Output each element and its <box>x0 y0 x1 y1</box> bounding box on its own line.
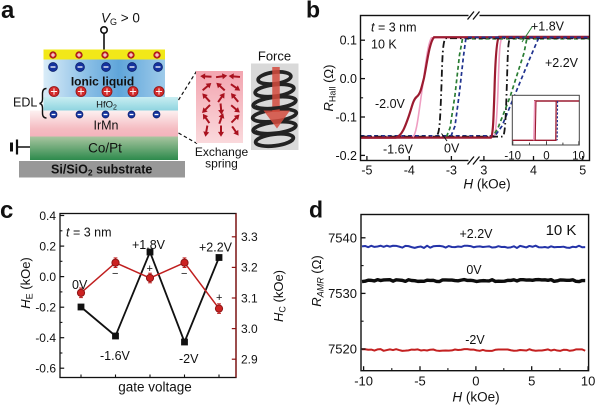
svg-text:-0.6: -0.6 <box>35 362 56 376</box>
svg-text:-0.2: -0.2 <box>35 301 56 315</box>
svg-text:+1.8V: +1.8V <box>531 20 565 34</box>
svg-text:3: 3 <box>480 164 487 178</box>
svg-text:+2.2V: +2.2V <box>545 56 579 70</box>
svg-text:0.1: 0.1 <box>340 34 357 48</box>
svg-text:t = 3 nm: t = 3 nm <box>66 226 112 240</box>
svg-text:d: d <box>309 197 323 223</box>
svg-text:5: 5 <box>528 374 535 389</box>
svg-text:-0.1: -0.1 <box>335 111 357 125</box>
svg-text:10 K: 10 K <box>371 38 397 52</box>
svg-text:+: + <box>216 292 222 304</box>
svg-text:0.2: 0.2 <box>39 239 56 253</box>
svg-text:IrMn: IrMn <box>94 119 119 133</box>
svg-text:10 K: 10 K <box>546 222 577 239</box>
svg-text:2.9: 2.9 <box>241 353 258 367</box>
svg-text:-0.4: -0.4 <box>35 331 56 345</box>
svg-text:7540: 7540 <box>328 230 357 245</box>
svg-text:HC (kOe): HC (kOe) <box>271 270 288 322</box>
svg-text:0: 0 <box>472 374 479 389</box>
svg-text:t = 3 nm: t = 3 nm <box>371 21 417 35</box>
svg-text:3.2: 3.2 <box>241 261 258 275</box>
svg-text:3.0: 3.0 <box>241 322 258 336</box>
svg-text:0.0: 0.0 <box>340 72 357 86</box>
svg-text:b: b <box>306 0 320 23</box>
svg-text:+2.2V: +2.2V <box>459 227 493 241</box>
svg-text:RHall (Ω): RHall (Ω) <box>321 65 338 112</box>
svg-text:-2V: -2V <box>465 333 485 347</box>
svg-text:-2V: -2V <box>179 352 199 366</box>
svg-text:HE (kOe): HE (kOe) <box>18 257 35 309</box>
svg-text:gate voltage: gate voltage <box>118 380 192 395</box>
svg-text:5: 5 <box>579 164 586 178</box>
svg-text:-5: -5 <box>414 374 426 389</box>
svg-text:0.4: 0.4 <box>39 209 56 223</box>
svg-text:VG > 0: VG > 0 <box>101 11 140 28</box>
svg-text:EDL: EDL <box>13 96 37 110</box>
svg-text:-5: -5 <box>361 164 372 178</box>
svg-text:3.1: 3.1 <box>241 291 258 305</box>
svg-text:-4: -4 <box>404 164 415 178</box>
svg-text:10: 10 <box>581 374 595 389</box>
svg-text:-1.6V: -1.6V <box>100 349 131 363</box>
svg-text:0.0: 0.0 <box>39 270 56 284</box>
svg-text:H (kOe): H (kOe) <box>452 390 499 405</box>
svg-text:c: c <box>0 197 13 224</box>
svg-text:-3: -3 <box>446 164 457 178</box>
svg-text:+1.8V: +1.8V <box>132 238 166 252</box>
svg-text:+: + <box>147 263 153 275</box>
svg-text:10: 10 <box>572 151 585 163</box>
svg-text:0V: 0V <box>444 142 460 156</box>
svg-text:Si/SiO2 substrate: Si/SiO2 substrate <box>51 163 152 178</box>
svg-text:spring: spring <box>205 157 238 171</box>
svg-text:−: − <box>181 268 187 280</box>
svg-text:7530: 7530 <box>328 286 357 301</box>
svg-text:-2.0V: -2.0V <box>375 97 406 111</box>
svg-text:Co/Pt: Co/Pt <box>88 140 122 155</box>
svg-text:Force: Force <box>258 49 291 64</box>
svg-text:7520: 7520 <box>328 342 357 357</box>
svg-text:0V: 0V <box>72 278 88 292</box>
svg-text:-1.6V: -1.6V <box>383 143 414 157</box>
svg-text:a: a <box>1 0 15 24</box>
svg-text:H (kOe): H (kOe) <box>463 177 510 192</box>
svg-text:−: − <box>112 268 118 280</box>
svg-text:3.3: 3.3 <box>241 230 258 244</box>
svg-text:-10: -10 <box>504 151 521 163</box>
svg-text:-10: -10 <box>354 374 373 389</box>
svg-text:RAMR (Ω): RAMR (Ω) <box>309 255 326 306</box>
svg-text:0V: 0V <box>466 263 482 277</box>
svg-text:+2.2V: +2.2V <box>199 241 233 255</box>
svg-text:0: 0 <box>543 151 549 163</box>
svg-text:-0.2: -0.2 <box>335 149 357 163</box>
svg-text:4: 4 <box>530 164 537 178</box>
